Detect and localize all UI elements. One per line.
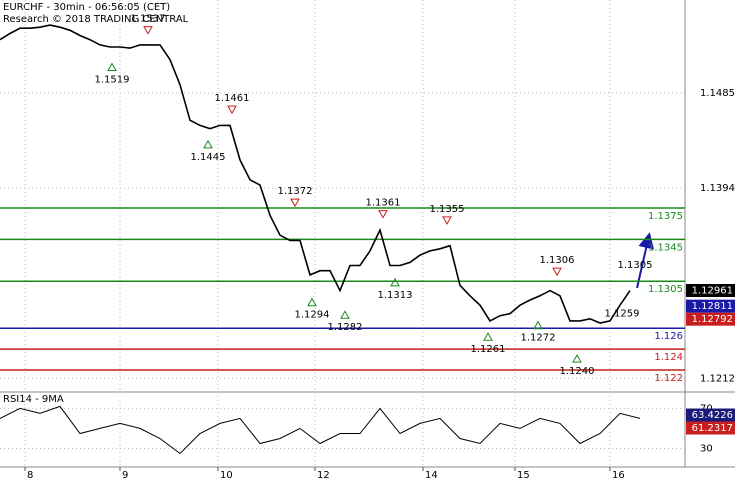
price-tag bbox=[686, 421, 735, 435]
chart-subtitle: Research © 2018 TRADING CENTRAL bbox=[3, 14, 189, 25]
low-marker bbox=[307, 297, 317, 307]
price-tag-label: 1.12961 bbox=[692, 285, 733, 296]
high-label: 1.1355 bbox=[430, 204, 465, 215]
x-tick-label: 15 bbox=[517, 470, 530, 480]
level-label: 1.1345 bbox=[648, 242, 683, 253]
low-label: 1.1272 bbox=[521, 333, 556, 344]
y-tick-label: 30 bbox=[700, 443, 713, 454]
level-label: 1.1305 bbox=[648, 284, 683, 295]
low-label: 1.1282 bbox=[328, 322, 363, 333]
level-label: 1.126 bbox=[654, 331, 683, 342]
price-tag-label: 1.12811 bbox=[692, 301, 733, 312]
high-marker bbox=[143, 26, 153, 35]
price-line bbox=[0, 405, 641, 455]
high-marker bbox=[442, 216, 452, 225]
high-marker bbox=[290, 198, 300, 208]
price-tag-label: 63.4226 bbox=[692, 410, 733, 421]
price-tag-label: 61.2317 bbox=[692, 423, 733, 434]
low-label: 1.1294 bbox=[295, 310, 330, 321]
high-marker bbox=[378, 210, 388, 219]
price-tag bbox=[686, 408, 735, 422]
chart-title: EURCHF - 30min - 06:56:05 (CET) bbox=[3, 2, 170, 13]
price-label: 1.1259 bbox=[605, 308, 640, 319]
high-marker bbox=[552, 267, 562, 277]
high-label: 1.1361 bbox=[366, 198, 401, 209]
rsi-title: RSI14 - 9MA bbox=[3, 394, 64, 405]
low-marker bbox=[107, 62, 117, 71]
high-label: 1.1306 bbox=[540, 255, 575, 266]
low-marker bbox=[203, 139, 213, 149]
low-marker bbox=[572, 354, 582, 363]
x-tick-label: 16 bbox=[612, 470, 625, 480]
low-marker bbox=[483, 332, 493, 341]
price-label: 1.1305 bbox=[618, 260, 653, 271]
low-marker bbox=[390, 277, 400, 287]
high-label: 1.1461 bbox=[215, 93, 250, 104]
low-label: 1.1445 bbox=[191, 152, 226, 163]
y-tick-label: 1.1212 bbox=[700, 373, 735, 384]
y-tick-label: 1.1394 bbox=[700, 183, 735, 194]
low-label: 1.1313 bbox=[378, 290, 413, 301]
price-line bbox=[0, 24, 631, 324]
x-tick-label: 9 bbox=[122, 470, 128, 480]
high-label: 1.1537 bbox=[131, 14, 166, 25]
high-label: 1.1372 bbox=[278, 186, 313, 197]
low-label: 1.1519 bbox=[95, 74, 130, 85]
price-tag bbox=[686, 299, 735, 313]
y-tick-label: 1.1485 bbox=[700, 88, 735, 99]
low-marker bbox=[340, 310, 350, 319]
price-tag bbox=[686, 312, 735, 326]
level-label: 1.124 bbox=[654, 352, 683, 363]
price-tag bbox=[686, 283, 735, 297]
x-tick-label: 8 bbox=[27, 470, 33, 480]
low-marker bbox=[533, 320, 543, 330]
low-label: 1.1240 bbox=[560, 366, 595, 377]
low-label: 1.1261 bbox=[471, 344, 506, 355]
level-label: 1.122 bbox=[654, 373, 683, 384]
forecast-arrow bbox=[636, 232, 655, 289]
x-tick-label: 10 bbox=[220, 470, 233, 480]
x-tick-label: 14 bbox=[425, 470, 438, 480]
x-tick-label: 12 bbox=[317, 470, 330, 480]
level-label: 1.1375 bbox=[648, 211, 683, 222]
high-marker bbox=[227, 105, 237, 115]
price-tag-label: 1.12792 bbox=[692, 314, 733, 325]
